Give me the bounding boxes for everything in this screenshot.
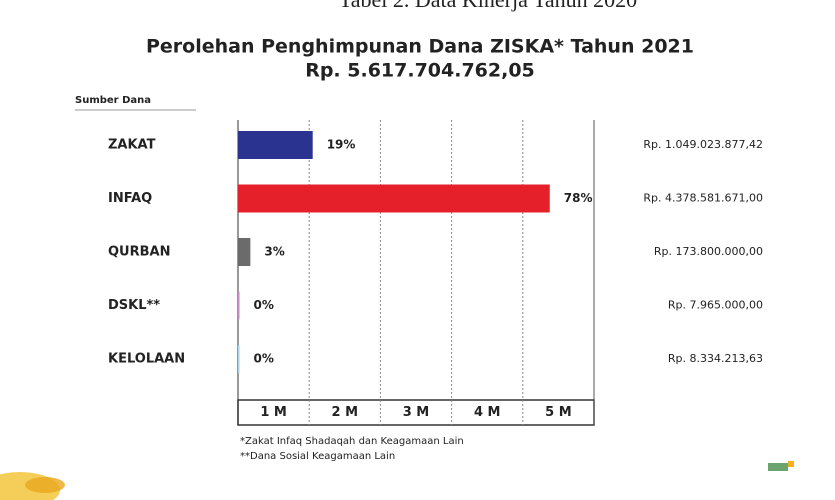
value-label: Rp. 4.378.581.671,00 — [643, 192, 763, 205]
value-label: Rp. 8.334.213,63 — [668, 352, 763, 365]
bar — [238, 345, 240, 373]
value-label: Rp. 1.049.023.877,42 — [643, 138, 763, 151]
footnote: *Zakat Infaq Shadaqah dan Keagamaan Lain — [240, 436, 464, 447]
value-label: Rp. 7.965.000,00 — [668, 299, 763, 312]
value-label: Rp. 173.800.000,00 — [654, 245, 763, 258]
category-label: DSKL** — [108, 298, 160, 313]
bar — [238, 184, 550, 213]
share-label: 0% — [254, 298, 274, 312]
x-tick-label: 3 M — [403, 405, 430, 420]
bar — [238, 291, 240, 320]
sunflower — [0, 472, 65, 500]
chart-title: Perolehan Penghimpunan Dana ZISKA* Tahun… — [146, 36, 694, 58]
category-label: KELOLAAN — [108, 352, 185, 367]
category-label: INFAQ — [108, 191, 152, 206]
x-tick-label: 5 M — [545, 405, 572, 420]
category-label: QURBAN — [108, 245, 170, 260]
category-label: ZAKAT — [108, 138, 156, 153]
bar — [238, 238, 251, 266]
share-label: 0% — [254, 352, 274, 366]
plot: 1 M 2 M 3 M 4 M 5 M ZAKAT 19% Rp. 1.049.023.877… — [108, 120, 763, 462]
x-tick-label: 2 M — [332, 405, 359, 420]
share-label: 78% — [564, 191, 593, 205]
header: Tabel 2. Data Kinerja Tahun 2020 — [339, 0, 637, 12]
logo — [768, 461, 794, 471]
x-tick-label: 4 M — [474, 405, 501, 420]
x-tick-label: 1 M — [260, 405, 287, 420]
share-label: 3% — [264, 245, 284, 259]
bar — [238, 131, 313, 159]
y-axis-label: Sumber Dana — [75, 95, 151, 106]
share-label: 19% — [327, 138, 356, 152]
chart-subtitle: Rp. 5.617.704.762,05 — [305, 60, 535, 82]
footnote: **Dana Sosial Keagamaan Lain — [240, 451, 395, 462]
